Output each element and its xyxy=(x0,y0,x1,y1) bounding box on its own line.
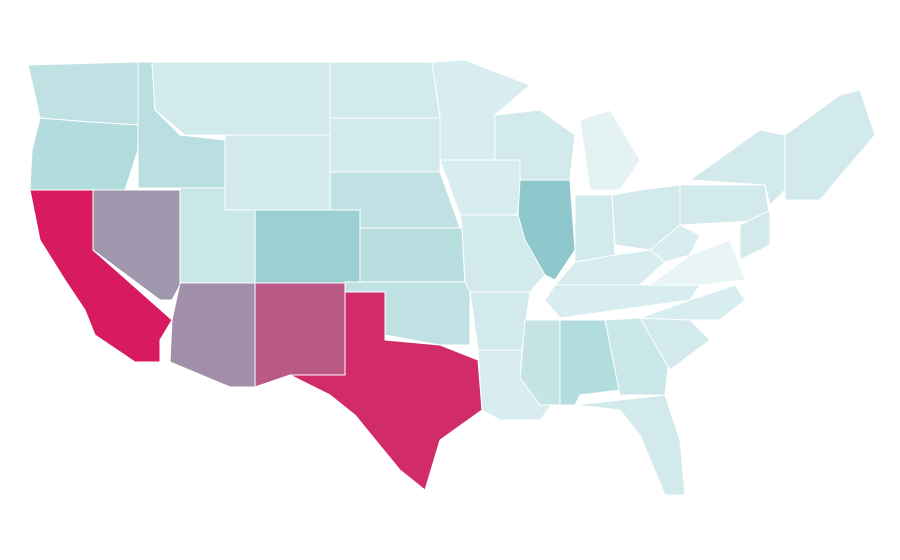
state xyxy=(574,394,686,496)
state xyxy=(169,282,256,388)
state xyxy=(494,109,576,181)
state xyxy=(359,227,466,283)
state xyxy=(574,194,616,266)
state xyxy=(579,109,641,191)
state xyxy=(784,89,876,201)
state xyxy=(151,61,331,136)
state xyxy=(649,239,746,286)
state xyxy=(254,209,361,284)
state xyxy=(289,291,483,491)
state xyxy=(254,282,346,388)
state xyxy=(639,284,746,321)
state xyxy=(27,61,139,126)
state xyxy=(29,117,139,191)
state xyxy=(469,291,531,351)
state xyxy=(329,117,441,173)
state xyxy=(439,159,531,216)
state xyxy=(739,209,771,261)
state xyxy=(544,284,701,319)
state xyxy=(649,224,701,263)
state xyxy=(519,319,561,406)
state xyxy=(224,134,331,211)
state xyxy=(517,179,576,281)
state xyxy=(329,61,441,119)
